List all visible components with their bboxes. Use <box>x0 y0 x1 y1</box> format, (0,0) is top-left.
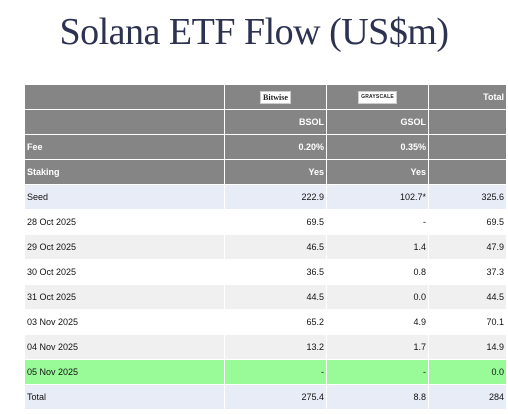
bitwise-logo-cell: Bitwise <box>224 84 327 110</box>
row-date: 28 Oct 2025 <box>24 209 225 235</box>
row-date: Seed <box>24 184 225 210</box>
empty-header-cell <box>24 84 225 110</box>
table-row: 28 Oct 2025 69.5 - 69.5 <box>24 209 507 235</box>
grayscale-logo: GRAYSCALE <box>358 91 397 104</box>
row-date: 03 Nov 2025 <box>24 309 225 335</box>
ticker-header-row: BSOL GSOL <box>24 109 507 135</box>
empty-ticker-total-cell <box>428 109 507 135</box>
fee-label: Fee <box>24 134 225 160</box>
row-gsol: 1.4 <box>326 234 429 260</box>
row-bsol: 69.5 <box>224 209 327 235</box>
row-bsol: 13.2 <box>224 334 327 360</box>
gsol-fee: 0.35% <box>326 134 429 160</box>
staking-row: Staking Yes Yes <box>24 159 507 185</box>
row-bsol: 275.4 <box>224 384 327 410</box>
empty-ticker-cell <box>24 109 225 135</box>
row-gsol: 4.9 <box>326 309 429 335</box>
row-date: 30 Oct 2025 <box>24 259 225 285</box>
total-header: Total <box>428 84 507 110</box>
row-gsol: 0.0 <box>326 284 429 310</box>
table-row: 29 Oct 2025 46.5 1.4 47.9 <box>24 234 507 260</box>
table-row-total: Total 275.4 8.8 284 <box>24 384 507 410</box>
page-title: Solana ETF Flow (US$m) <box>59 11 449 53</box>
row-total: 0.0 <box>428 359 507 385</box>
table-row-seed: Seed 222.9 102.7* 325.6 <box>24 184 507 210</box>
row-bsol: 65.2 <box>224 309 327 335</box>
table-row-highlighted: 05 Nov 2025 - - 0.0 <box>24 359 507 385</box>
bsol-fee: 0.20% <box>224 134 327 160</box>
row-total: 47.9 <box>428 234 507 260</box>
row-total: 37.3 <box>428 259 507 285</box>
empty-fee-total-cell <box>428 134 507 160</box>
etf-flow-table: Bitwise GRAYSCALE Total BSOL GSOL Fee 0.… <box>24 84 507 410</box>
row-bsol: - <box>224 359 327 385</box>
row-total: 44.5 <box>428 284 507 310</box>
row-date: 29 Oct 2025 <box>24 234 225 260</box>
row-gsol: 102.7* <box>326 184 429 210</box>
gsol-ticker: GSOL <box>326 109 429 135</box>
table-row: 31 Oct 2025 44.5 0.0 44.5 <box>24 284 507 310</box>
row-bsol: 36.5 <box>224 259 327 285</box>
row-gsol: - <box>326 359 429 385</box>
row-bsol: 46.5 <box>224 234 327 260</box>
row-date: 31 Oct 2025 <box>24 284 225 310</box>
row-total: 325.6 <box>428 184 507 210</box>
row-gsol: 0.8 <box>326 259 429 285</box>
bsol-staking: Yes <box>224 159 327 185</box>
row-date: Total <box>24 384 225 410</box>
row-gsol: - <box>326 209 429 235</box>
row-date: 04 Nov 2025 <box>24 334 225 360</box>
row-gsol: 1.7 <box>326 334 429 360</box>
row-total: 284 <box>428 384 507 410</box>
row-bsol: 222.9 <box>224 184 327 210</box>
row-total: 70.1 <box>428 309 507 335</box>
row-total: 69.5 <box>428 209 507 235</box>
row-gsol: 8.8 <box>326 384 429 410</box>
staking-label: Staking <box>24 159 225 185</box>
row-date: 05 Nov 2025 <box>24 359 225 385</box>
row-total: 14.9 <box>428 334 507 360</box>
grayscale-logo-cell: GRAYSCALE <box>326 84 429 110</box>
table-row: 04 Nov 2025 13.2 1.7 14.9 <box>24 334 507 360</box>
table-row: 30 Oct 2025 36.5 0.8 37.3 <box>24 259 507 285</box>
table-row: 03 Nov 2025 65.2 4.9 70.1 <box>24 309 507 335</box>
bitwise-logo: Bitwise <box>260 90 291 104</box>
fee-row: Fee 0.20% 0.35% <box>24 134 507 160</box>
row-bsol: 44.5 <box>224 284 327 310</box>
gsol-staking: Yes <box>326 159 429 185</box>
logo-header-row: Bitwise GRAYSCALE Total <box>24 84 507 110</box>
empty-staking-total-cell <box>428 159 507 185</box>
bsol-ticker: BSOL <box>224 109 327 135</box>
